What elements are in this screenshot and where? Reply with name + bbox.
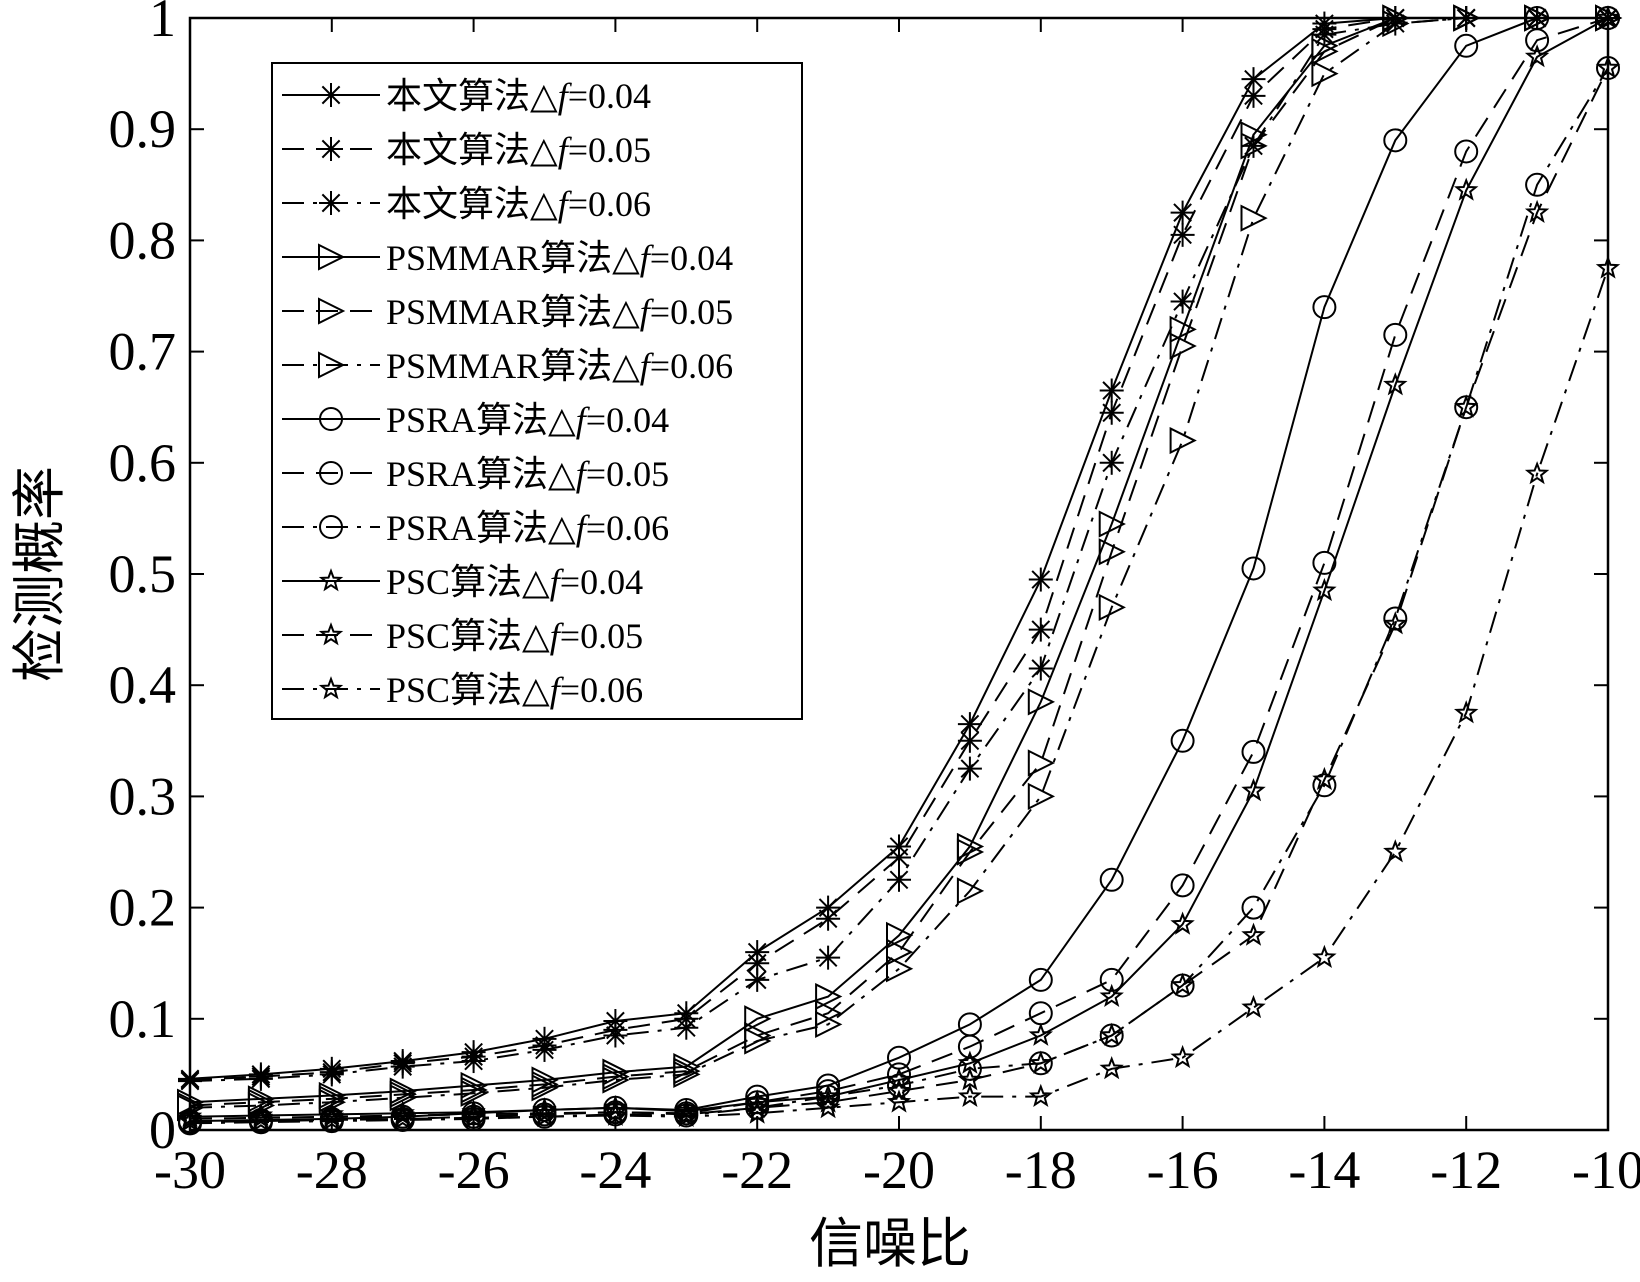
legend-label: PSRA算法△f=0.05 [386,454,669,494]
x-tick-label: -18 [1005,1140,1077,1200]
data-point [1029,657,1053,681]
legend-label-value: =0.04 [560,562,643,602]
legend-label: PSC算法△f=0.06 [386,670,643,710]
data-point [391,1055,415,1079]
legend-label-value: =0.05 [568,130,651,170]
legend-label-value: =0.04 [650,238,733,278]
legend-label-value: =0.04 [586,400,669,440]
legend-marker [319,137,343,161]
data-point [1029,568,1053,592]
data-point [249,1067,273,1091]
legend-label: PSC算法△f=0.05 [386,616,643,656]
y-tick-label: 0.2 [109,878,177,938]
legend-label-value: =0.06 [650,346,733,386]
y-tick-label: 0.5 [109,544,177,604]
x-tick-label: -26 [438,1140,510,1200]
data-point [1243,897,1265,919]
legend-label-algo: PSMMAR算法△ [386,346,640,386]
data-point [1029,618,1053,642]
data-point [816,907,840,931]
legend-label: PSMMAR算法△f=0.05 [386,292,733,332]
legend-label-algo: PSRA算法△ [386,400,576,440]
data-point [1100,379,1124,403]
y-tick-label: 0.8 [109,210,177,270]
legend-label: PSRA算法△f=0.06 [386,508,669,548]
x-axis-title: 信噪比 [809,1214,971,1274]
legend-label-algo: PSRA算法△ [386,454,576,494]
data-point [1242,84,1266,108]
legend-label: PSC算法△f=0.04 [386,562,643,602]
y-tick-label: 0.3 [109,766,177,826]
legend-label-value: =0.05 [650,292,733,332]
legend-label-algo: PSRA算法△ [386,508,576,548]
legend-label-value: =0.05 [560,616,643,656]
legend-label-algo: PSC算法△ [386,670,550,710]
legend-label-value: =0.06 [586,508,669,548]
data-point [533,1038,557,1062]
legend-label-algo: PSMMAR算法△ [386,238,640,278]
x-tick-label: -20 [863,1140,935,1200]
legend-label-algo: 本文算法△ [386,184,558,224]
legend-label-value: =0.05 [586,454,669,494]
data-point [745,968,769,992]
data-point [887,868,911,892]
y-axis-title: 检测概率 [10,466,70,682]
y-tick-label: 0.4 [109,655,177,715]
y-tick-label: 0.7 [109,322,177,382]
data-point [1171,201,1195,225]
legend: 本文算法△f=0.04 本文算法△f=0.05 本文算法△f=0.06 PSMMAR算… [272,63,802,719]
legend-label-value: =0.06 [568,184,651,224]
data-point [1386,842,1405,860]
y-tick-label: 0.6 [109,433,177,493]
legend-label: PSRA算法△f=0.04 [386,400,669,440]
data-point [1384,324,1406,346]
x-tick-label: -14 [1288,1140,1360,1200]
data-point [462,1049,486,1073]
legend-label: 本文算法△f=0.05 [386,130,651,170]
y-tick-label: 1 [149,0,176,48]
legend-label-algo: 本文算法△ [386,76,558,116]
data-point [1242,206,1266,230]
x-tick-label: -12 [1430,1140,1502,1200]
x-tick-label: -16 [1147,1140,1219,1200]
legend-label-algo: PSC算法△ [386,562,550,602]
legend-label-algo: 本文算法△ [386,130,558,170]
legend-label-algo: PSMMAR算法△ [386,292,640,332]
data-point [1171,429,1195,453]
legend-label: 本文算法△f=0.06 [386,184,651,224]
legend-marker [319,191,343,215]
data-point [1029,784,1053,808]
legend-label: PSMMAR算法△f=0.04 [386,238,733,278]
x-tick-label: -22 [721,1140,793,1200]
legend-label: PSMMAR算法△f=0.06 [386,346,733,386]
data-point [1171,290,1195,314]
y-tick-label: 0.1 [109,989,177,1049]
legend-label: 本文算法△f=0.04 [386,76,651,116]
legend-label-value: =0.04 [568,76,651,116]
legend-label-value: =0.06 [560,670,643,710]
data-point [958,757,982,781]
x-tick-label: -28 [296,1140,368,1200]
data-point [958,729,982,753]
data-point [1100,451,1124,475]
data-point [1100,401,1124,425]
data-point [603,1023,627,1047]
y-tick-label: 0.9 [109,99,177,159]
y-tick-label: 0 [149,1100,176,1160]
data-point [1312,62,1336,86]
data-point [674,1016,698,1040]
x-tick-label: -10 [1572,1140,1640,1200]
data-point [816,946,840,970]
legend-label-algo: PSC算法△ [386,616,550,656]
data-point [1243,741,1265,763]
x-tick-label: -24 [579,1140,651,1200]
legend-marker [319,83,343,107]
data-point [320,1062,344,1086]
data-point [1171,223,1195,247]
